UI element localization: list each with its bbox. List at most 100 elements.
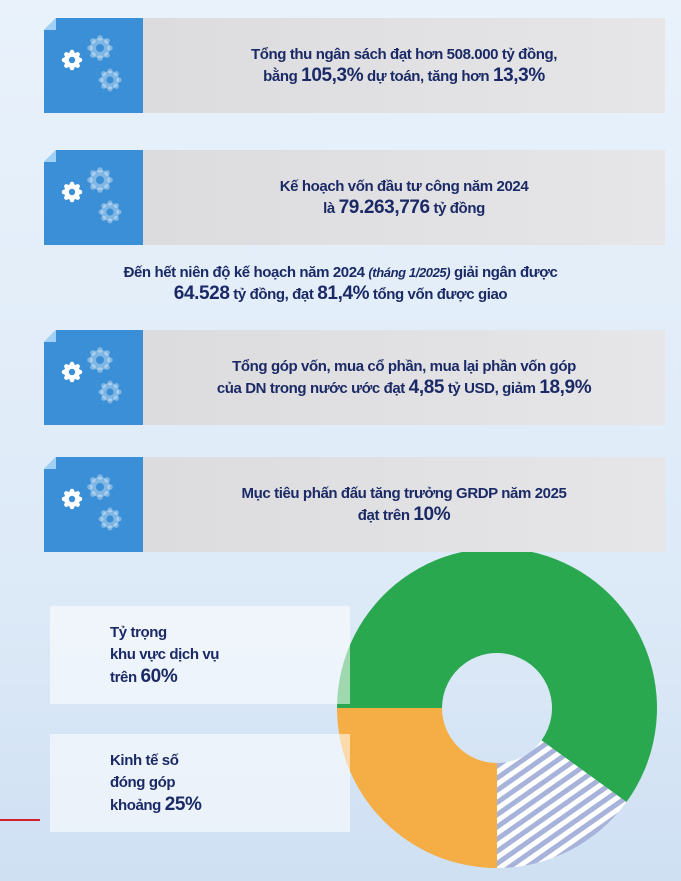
gear-tooth [101, 215, 107, 221]
text: 25% [164, 793, 202, 815]
text-line: trên 60% [110, 666, 350, 689]
gear-tooth [104, 184, 110, 190]
gear-tooth [116, 389, 122, 395]
gear-hole [96, 176, 104, 184]
text-line: khoảng 25% [110, 794, 350, 817]
text: 81,4% [317, 283, 370, 304]
gear-hole [68, 56, 76, 64]
text: (tháng 1/2025) [368, 265, 451, 280]
gear-tooth [107, 525, 113, 531]
text: của DN trong nước ước đạt [216, 380, 409, 397]
text: Kinh tế số [110, 751, 179, 769]
text: Tổng thu ngân sách đạt hơn 508.000 tỷ đồ… [251, 46, 557, 63]
text: đạt trên [357, 507, 414, 524]
text-line: Kinh tế số [110, 750, 350, 772]
text: Mục tiêu phấn đấu tăng trưởng GRDP năm 2… [241, 485, 567, 502]
gear-tooth [116, 209, 122, 215]
gear-hole [68, 495, 76, 503]
icon-fold [44, 330, 56, 342]
gear-tooth [101, 395, 107, 401]
gear-tooth [90, 364, 96, 370]
gear-icon [44, 457, 143, 552]
text-line: đạt trên 10% [357, 504, 451, 526]
text-line: của DN trong nước ước đạt 4,85 tỷ USD, g… [216, 377, 592, 399]
donut-label: Kinh tế số đóng góp khoảng 25% [50, 734, 350, 832]
gear-tooth [90, 184, 96, 190]
text: 4,85 [408, 377, 445, 398]
gear-tooth [113, 71, 119, 77]
text: Đến hết niên độ kế hoạch năm 2024 [123, 264, 369, 281]
gear-tooth [104, 364, 110, 370]
gear-tooth [98, 389, 104, 395]
icon-tile [44, 18, 143, 113]
icon-fold [44, 457, 56, 469]
gear-tooth [87, 45, 93, 51]
gear-tooth [107, 484, 113, 490]
icon-tile [44, 330, 143, 425]
gear-tooth [113, 510, 119, 516]
text-line: 64.528 tỷ đồng, đạt 81,4% tổng vốn được … [174, 283, 508, 305]
note: Đến hết niên độ kế hoạch năm 2024 (tháng… [0, 262, 681, 305]
gear-hole [68, 368, 76, 376]
text: 18,9% [539, 377, 592, 398]
gear-tooth [104, 350, 110, 356]
text: 105,3% [301, 65, 364, 86]
gear-hole [68, 188, 76, 196]
gear-tooth [97, 474, 103, 480]
gear-tooth [113, 203, 119, 209]
gear-icon [44, 330, 143, 425]
gear-tooth [107, 507, 113, 513]
gear-hole [96, 483, 104, 491]
text-line: Tỷ trọng [110, 622, 350, 644]
gear-tooth [101, 522, 107, 528]
gear-tooth [107, 398, 113, 404]
gear-tooth [90, 52, 96, 58]
gear-tooth [101, 383, 107, 389]
gear-tooth [107, 380, 113, 386]
red-rule [0, 819, 40, 821]
text: tỷ đồng, đạt [229, 286, 318, 303]
gear-tooth [104, 477, 110, 483]
text: dự toán, tăng hơn [363, 68, 493, 85]
gear-tooth [87, 357, 93, 363]
gear-tooth [107, 357, 113, 363]
gear-hole [106, 208, 114, 216]
text: Tỷ trọng [110, 623, 167, 641]
gear-icon [44, 150, 143, 245]
gear-tooth [104, 52, 110, 58]
gear-tooth [104, 491, 110, 497]
text: Kế hoạch vốn đầu tư công năm 2024 [279, 178, 529, 195]
gear-hole [106, 76, 114, 84]
gear-tooth [116, 516, 122, 522]
gear-tooth [113, 83, 119, 89]
text: đóng góp [110, 773, 176, 791]
gear-tooth [107, 177, 113, 183]
info-panel: Tổng thu ngân sách đạt hơn 508.000 tỷ đồ… [143, 18, 665, 113]
text: tỷ đồng [429, 200, 485, 217]
text: tổng vốn được giao [369, 286, 508, 303]
gear-tooth [101, 510, 107, 516]
gear-tooth [98, 209, 104, 215]
icon-tile [44, 457, 143, 552]
gear-tooth [87, 484, 93, 490]
gear-tooth [97, 494, 103, 500]
gear-tooth [107, 68, 113, 74]
text-line: Tổng góp vốn, mua cổ phần, mua lại phần … [232, 356, 576, 377]
icon-tile [44, 150, 143, 245]
gear-tooth [97, 187, 103, 193]
gear-tooth [97, 35, 103, 41]
gear-icon [44, 18, 143, 113]
text-line: đóng góp [110, 772, 350, 794]
gear-tooth [90, 477, 96, 483]
gear-tooth [107, 45, 113, 51]
gear-tooth [113, 215, 119, 221]
icon-fold [44, 18, 56, 30]
gear-tooth [97, 367, 103, 373]
text-line: là 79.263,776 tỷ đồng [323, 197, 485, 219]
text: trên [110, 668, 141, 686]
text: Tổng góp vốn, mua cổ phần, mua lại phần … [232, 358, 576, 375]
text-line: Tổng thu ngân sách đạt hơn 508.000 tỷ đồ… [251, 44, 557, 65]
text: bằng [263, 68, 302, 85]
